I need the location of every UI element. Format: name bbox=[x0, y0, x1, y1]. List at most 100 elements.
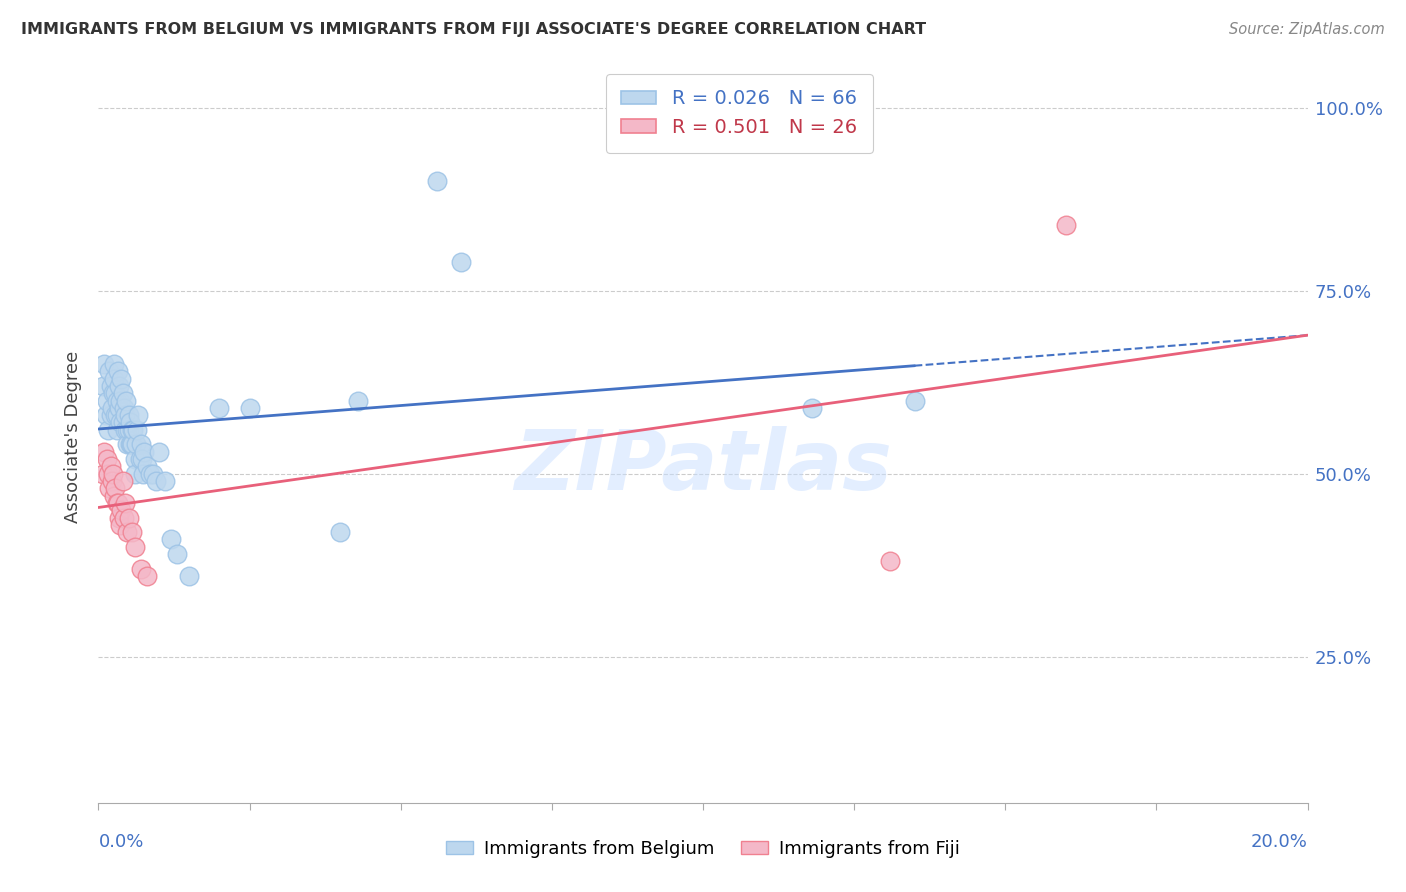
Point bbox=[118, 408, 141, 422]
Point bbox=[117, 525, 139, 540]
Point bbox=[129, 437, 152, 451]
Point bbox=[104, 481, 127, 495]
Point bbox=[101, 467, 124, 481]
Text: Source: ZipAtlas.com: Source: ZipAtlas.com bbox=[1229, 22, 1385, 37]
Point bbox=[97, 467, 120, 481]
Point bbox=[98, 364, 121, 378]
Point bbox=[108, 379, 131, 393]
Point bbox=[100, 379, 122, 393]
Point bbox=[800, 401, 823, 415]
Point bbox=[127, 408, 149, 422]
Point bbox=[103, 489, 125, 503]
Point bbox=[179, 569, 201, 583]
Point bbox=[94, 408, 117, 422]
Point bbox=[148, 444, 170, 458]
Point bbox=[160, 533, 183, 547]
Point bbox=[120, 437, 142, 451]
Point bbox=[111, 386, 134, 401]
Point bbox=[139, 467, 162, 481]
Point bbox=[114, 423, 136, 437]
Point bbox=[105, 423, 128, 437]
Point bbox=[879, 554, 901, 568]
Point bbox=[110, 503, 132, 517]
Point bbox=[125, 437, 148, 451]
Point bbox=[108, 401, 131, 415]
Point bbox=[122, 423, 145, 437]
Point bbox=[121, 525, 143, 540]
Point bbox=[104, 386, 127, 401]
Point bbox=[105, 393, 128, 408]
Legend: R = 0.026   N = 66, R = 0.501   N = 26: R = 0.026 N = 66, R = 0.501 N = 26 bbox=[606, 74, 873, 153]
Point bbox=[104, 408, 127, 422]
Point bbox=[93, 444, 115, 458]
Point bbox=[132, 467, 155, 481]
Text: IMMIGRANTS FROM BELGIUM VS IMMIGRANTS FROM FIJI ASSOCIATE'S DEGREE CORRELATION C: IMMIGRANTS FROM BELGIUM VS IMMIGRANTS FR… bbox=[21, 22, 927, 37]
Legend: Immigrants from Belgium, Immigrants from Fiji: Immigrants from Belgium, Immigrants from… bbox=[439, 833, 967, 865]
Point bbox=[166, 547, 188, 561]
Point bbox=[121, 423, 143, 437]
Point bbox=[93, 357, 115, 371]
Point bbox=[426, 174, 449, 188]
Point bbox=[134, 444, 156, 458]
Point bbox=[128, 452, 150, 467]
Point bbox=[96, 452, 118, 467]
Point bbox=[91, 379, 114, 393]
Point bbox=[129, 562, 152, 576]
Point bbox=[131, 452, 153, 467]
Point bbox=[100, 401, 122, 415]
Point bbox=[124, 452, 146, 467]
Point bbox=[114, 408, 136, 422]
Point bbox=[114, 496, 136, 510]
Point bbox=[329, 525, 352, 540]
Point bbox=[135, 459, 157, 474]
Point bbox=[904, 393, 927, 408]
Point bbox=[145, 474, 167, 488]
Text: 0.0%: 0.0% bbox=[98, 833, 143, 851]
Point bbox=[107, 364, 129, 378]
Point bbox=[118, 510, 141, 524]
Point bbox=[103, 371, 125, 385]
Point bbox=[135, 569, 157, 583]
Point bbox=[111, 474, 134, 488]
Point bbox=[107, 496, 129, 510]
Point bbox=[97, 423, 120, 437]
Point bbox=[110, 371, 132, 385]
Point bbox=[118, 423, 141, 437]
Point bbox=[117, 437, 139, 451]
Point bbox=[124, 467, 146, 481]
Point bbox=[108, 510, 131, 524]
Point bbox=[112, 510, 135, 524]
Point bbox=[127, 423, 149, 437]
Point bbox=[96, 393, 118, 408]
Point bbox=[208, 401, 231, 415]
Point bbox=[118, 416, 141, 430]
Y-axis label: Associate's Degree: Associate's Degree bbox=[65, 351, 83, 524]
Point bbox=[100, 459, 122, 474]
Point bbox=[124, 540, 146, 554]
Point bbox=[450, 254, 472, 268]
Point bbox=[347, 393, 370, 408]
Point bbox=[111, 416, 134, 430]
Text: 20.0%: 20.0% bbox=[1251, 833, 1308, 851]
Point bbox=[153, 474, 176, 488]
Text: ZIPatlas: ZIPatlas bbox=[515, 425, 891, 507]
Point bbox=[115, 393, 138, 408]
Point bbox=[103, 357, 125, 371]
Point bbox=[100, 408, 122, 422]
Point bbox=[112, 401, 135, 415]
Point bbox=[98, 481, 121, 495]
Point bbox=[108, 416, 131, 430]
Point bbox=[239, 401, 262, 415]
Point bbox=[108, 393, 131, 408]
Point bbox=[117, 423, 139, 437]
Point bbox=[101, 386, 124, 401]
Point bbox=[100, 474, 122, 488]
Point bbox=[105, 496, 128, 510]
Point bbox=[118, 437, 141, 451]
Point bbox=[1054, 218, 1077, 232]
Point bbox=[91, 467, 114, 481]
Point bbox=[105, 408, 128, 422]
Point bbox=[142, 467, 165, 481]
Point bbox=[121, 437, 143, 451]
Point bbox=[108, 517, 131, 532]
